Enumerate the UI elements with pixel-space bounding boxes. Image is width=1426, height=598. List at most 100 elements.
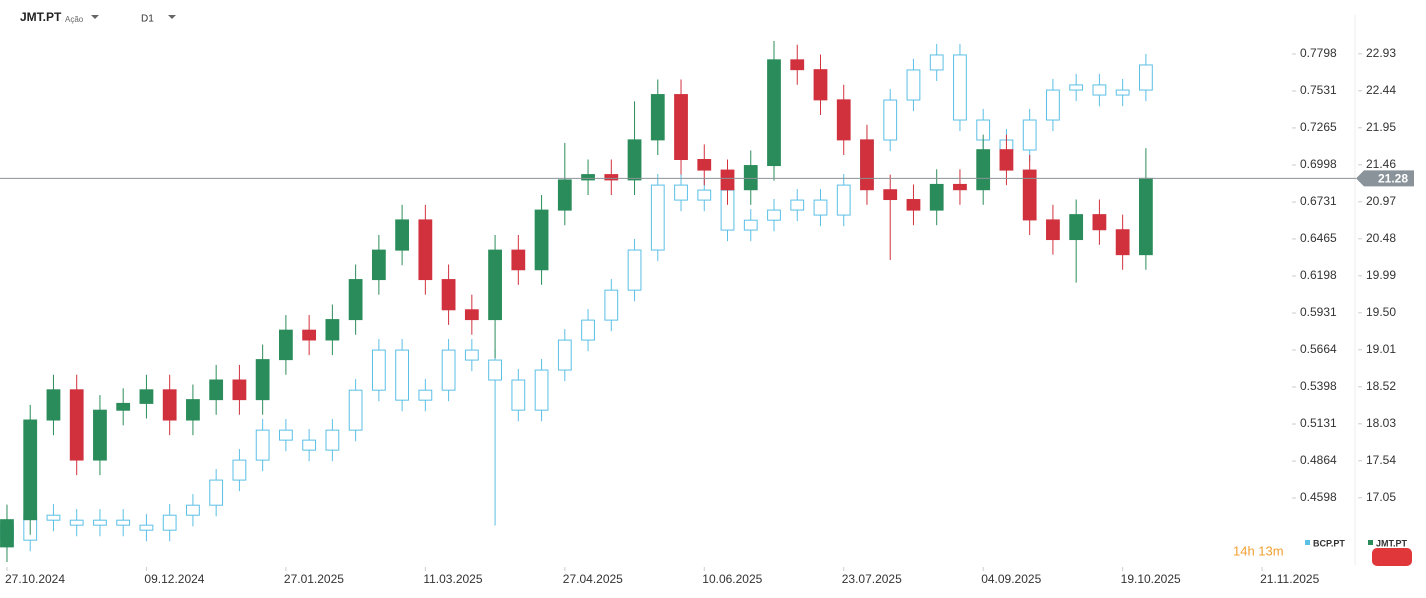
candle-body — [395, 219, 410, 251]
candle-body — [674, 184, 688, 201]
candle-body — [1022, 119, 1037, 151]
x-tick-label: 27.10.2024 — [5, 572, 65, 586]
countdown: 14h 13m — [1233, 543, 1284, 558]
candle-body — [813, 69, 828, 101]
y-tick-label: 0.4598 — [1300, 490, 1337, 504]
candle-body — [743, 219, 758, 231]
candle-body — [999, 149, 1014, 171]
candle-body — [604, 289, 619, 321]
candle-body — [93, 409, 107, 461]
candle-body — [162, 389, 177, 421]
x-tick-label: 19.10.2025 — [1121, 572, 1181, 586]
x-tick-label: 23.07.2025 — [842, 572, 902, 586]
timeframe[interactable]: D1 — [141, 14, 154, 25]
candle-body — [348, 389, 363, 431]
candle-body — [116, 402, 131, 411]
y2-tick-label: 18.52 — [1366, 379, 1396, 393]
candle-body — [186, 399, 200, 421]
candle-body — [1092, 84, 1107, 96]
dropdown-arrow[interactable] — [168, 15, 176, 19]
candle-body — [1069, 84, 1084, 91]
candle-body — [255, 429, 270, 461]
candle-body — [441, 349, 456, 391]
y2-tick-label: 21.46 — [1366, 157, 1396, 171]
candle-body — [836, 99, 851, 141]
candle-body — [534, 369, 549, 411]
candle-body — [906, 69, 921, 101]
candle-body — [581, 174, 595, 181]
candle-body — [836, 184, 851, 216]
symbol: JMT.PT — [20, 10, 62, 24]
candle-body — [1022, 169, 1037, 221]
candle-body — [1092, 214, 1107, 231]
y2-tick-label: 22.44 — [1366, 83, 1396, 97]
action-button[interactable] — [1372, 548, 1412, 566]
candle-body — [46, 389, 61, 421]
candle-body — [139, 389, 154, 404]
dropdown-arrow[interactable] — [91, 15, 99, 19]
candle-body — [209, 479, 224, 506]
candle-body — [511, 379, 526, 411]
candle-body — [697, 159, 712, 171]
candle-body — [116, 519, 131, 526]
candle-body — [418, 389, 433, 401]
candle-body — [139, 524, 154, 531]
candle-body — [929, 183, 944, 211]
candle-body — [302, 439, 317, 451]
candle-body — [325, 429, 340, 451]
candle-body — [395, 349, 410, 401]
candle-body — [767, 209, 781, 221]
candle-body — [279, 429, 293, 441]
candle-body — [302, 329, 317, 341]
candle-body — [1139, 177, 1153, 256]
candle-body — [557, 179, 572, 211]
y2-tick-label: 17.05 — [1366, 490, 1396, 504]
candle-body — [674, 94, 688, 161]
candle-body — [720, 169, 735, 191]
candle-body — [464, 309, 479, 321]
candle-body — [581, 319, 595, 341]
candle-body — [371, 349, 386, 391]
candle-body — [743, 165, 758, 191]
y-tick-label: 0.7798 — [1300, 46, 1337, 60]
y2-tick-label: 21.95 — [1366, 120, 1396, 134]
candle-body — [650, 184, 665, 251]
y2-tick-label: 22.93 — [1366, 46, 1396, 60]
legend-swatch — [1368, 540, 1373, 545]
candle-body — [627, 139, 642, 181]
candle-body — [953, 54, 967, 121]
y-tick-label: 0.6465 — [1300, 231, 1337, 245]
y-tick-label: 0.5131 — [1300, 416, 1337, 430]
y2-tick-label: 19.50 — [1366, 305, 1396, 319]
candle-body — [604, 174, 619, 181]
candle-body — [23, 419, 38, 521]
candle-body — [232, 459, 247, 481]
price-badge — [1356, 170, 1414, 187]
y-tick-label: 0.7265 — [1300, 120, 1337, 134]
price-label: 21.28 — [1378, 172, 1408, 186]
candle-body — [906, 199, 921, 211]
candle-body — [488, 359, 502, 381]
candle-body — [929, 54, 944, 71]
candle-body — [488, 249, 502, 321]
x-tick-label: 04.09.2025 — [981, 572, 1041, 586]
candle-body — [697, 189, 712, 201]
candle-body — [418, 219, 433, 281]
y-tick-label: 0.6731 — [1300, 194, 1337, 208]
candle-body — [813, 199, 828, 216]
candle-body — [511, 249, 526, 271]
candle-body — [1046, 89, 1060, 121]
candle-body — [767, 59, 781, 167]
candle-body — [790, 199, 805, 211]
candle-body — [790, 59, 805, 71]
candle-body — [325, 319, 340, 341]
x-tick-label: 11.03.2025 — [423, 572, 482, 586]
legend-swatch — [1305, 540, 1310, 545]
candle-body — [69, 389, 84, 461]
candle-body — [953, 183, 967, 191]
y2-tick-label: 20.97 — [1366, 194, 1396, 208]
y2-tick-label: 19.01 — [1366, 342, 1396, 356]
y-tick-label: 0.5664 — [1300, 342, 1337, 356]
y-tick-label: 0.7531 — [1300, 83, 1337, 97]
candle-body — [1115, 89, 1130, 96]
